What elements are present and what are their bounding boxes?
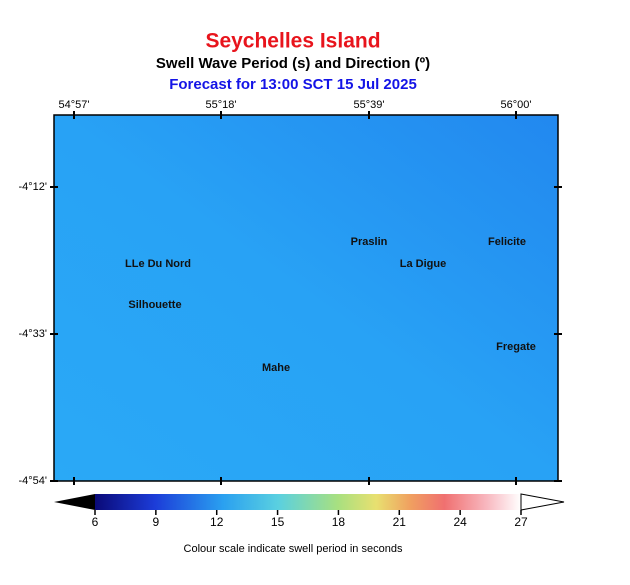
title: Seychelles Island: [205, 30, 380, 53]
colorbar-tick-label: 24: [453, 515, 467, 529]
lon-tick-label: 54°57': [59, 99, 90, 111]
colorbar-tick-label: 6: [92, 515, 99, 529]
colorbar-tick-label: 27: [514, 515, 528, 529]
colorbar-high-extension: [520, 493, 565, 511]
place-label: Fregate: [496, 341, 536, 353]
place-label: La Digue: [400, 258, 446, 270]
lon-tick-label: 56°00': [501, 99, 532, 111]
colorbar-low-extension: [54, 494, 95, 510]
place-label: Praslin: [351, 236, 388, 248]
lat-tick-label: -4°12': [18, 181, 47, 193]
colorbar-tick-label: 15: [271, 515, 285, 529]
lat-tick-label: -4°33': [18, 328, 47, 340]
place-label: Mahe: [262, 362, 290, 374]
colorbar-caption: Colour scale indicate swell period in se…: [184, 543, 403, 555]
colorbar-tick-label: 18: [332, 515, 346, 529]
map-field: [53, 114, 559, 482]
colorbar: [95, 494, 521, 510]
place-label: Silhouette: [128, 299, 181, 311]
place-label: LLe Du Nord: [125, 258, 191, 270]
lat-tick-label: -4°54': [18, 475, 47, 487]
forecast-time: Forecast for 13:00 SCT 15 Jul 2025: [169, 76, 417, 93]
colorbar-tick-label: 12: [210, 515, 224, 529]
lon-tick-label: 55°18': [206, 99, 237, 111]
place-label: Felicite: [488, 236, 526, 248]
colorbar-tick-label: 9: [153, 515, 160, 529]
subtitle: Swell Wave Period (s) and Direction (º): [156, 55, 430, 72]
colorbar-tick-label: 21: [393, 515, 407, 529]
lon-tick-label: 55°39': [354, 99, 385, 111]
